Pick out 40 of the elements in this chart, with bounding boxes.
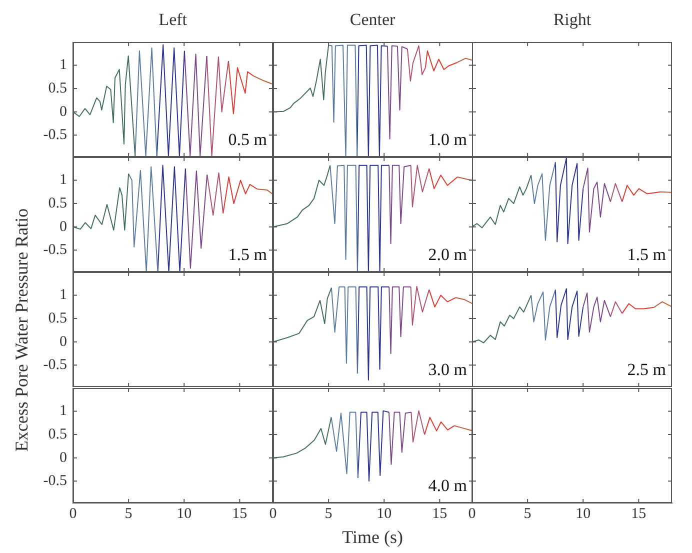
x-axis-title: Time (s) <box>342 526 403 548</box>
y-tick-label: 0 <box>60 334 67 350</box>
y-tick-label: 1 <box>60 57 67 74</box>
y-tick-label: 0 <box>60 449 67 466</box>
y-tick-label: -0.5 <box>43 472 67 489</box>
annotation: 1.5 m <box>228 245 267 264</box>
y-tick-label: 0.5 <box>48 196 67 212</box>
x-tick-label: 10 <box>176 506 192 522</box>
x-tick-label: 15 <box>232 506 248 522</box>
annotation: 4.0 m <box>428 476 467 495</box>
x-tick-label: 15 <box>632 506 647 522</box>
y-tick-label: 1 <box>60 288 67 304</box>
y-axis-title: Excess Pore Water Pressure Ratio <box>12 208 32 452</box>
y-tick-label: -0.5 <box>43 242 67 258</box>
annotation: 2.5 m <box>628 360 666 380</box>
x-tick-label: 5 <box>124 506 132 522</box>
annotation: 0.5 m <box>228 130 267 149</box>
y-tick-label: -0.5 <box>43 357 67 374</box>
x-tick-label: 15 <box>432 506 447 522</box>
x-tick-label: 5 <box>324 506 332 522</box>
y-tick-label: 0.5 <box>48 426 67 442</box>
annotation: 2.0 m <box>428 245 467 264</box>
x-tick-label: 10 <box>576 506 591 522</box>
annotation: 1.5 m <box>628 245 666 264</box>
x-tick-label: 0 <box>468 506 476 522</box>
annotation: 1.0 m <box>428 130 467 149</box>
y-tick-label: 0 <box>60 218 67 235</box>
y-tick-label: 0.5 <box>48 310 67 327</box>
y-tick-label: -0.5 <box>43 127 67 144</box>
x-tick-label: 0 <box>268 506 276 522</box>
chart-title: Center <box>350 10 396 30</box>
y-tick-label: 1 <box>60 172 67 188</box>
x-tick-label: 5 <box>524 506 532 522</box>
annotation: 3.0 m <box>428 360 467 380</box>
y-tick-label: 0 <box>60 104 67 120</box>
chart-title: Right <box>553 10 592 30</box>
y-tick-label: 1 <box>60 402 67 419</box>
chart-title: Left <box>158 10 188 30</box>
y-tick-label: 0.5 <box>48 80 67 96</box>
x-tick-label: 10 <box>376 506 392 522</box>
